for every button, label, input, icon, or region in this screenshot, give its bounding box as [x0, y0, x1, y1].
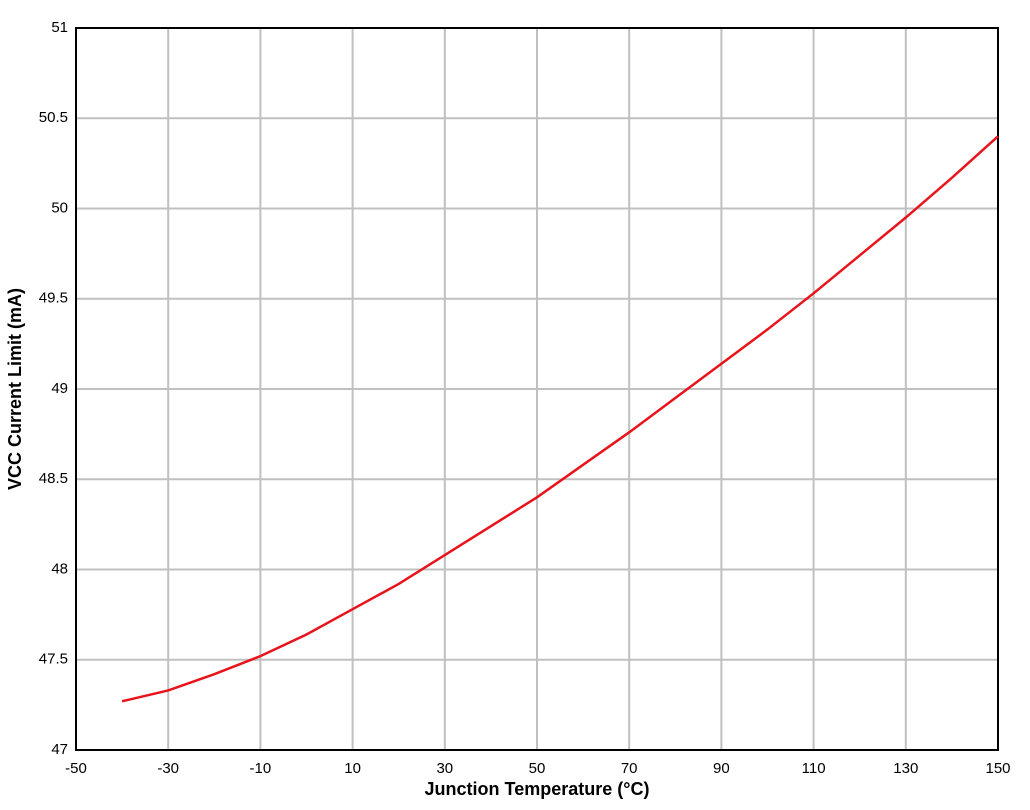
y-tick-label: 47.5: [39, 651, 68, 668]
y-tick-label: 50: [51, 199, 68, 216]
x-tick-label: 50: [529, 760, 546, 777]
x-tick-label: -50: [65, 760, 87, 777]
x-tick-label: 10: [344, 760, 361, 777]
y-axis-label: VCC Current Limit (mA): [5, 288, 25, 490]
x-tick-label: 130: [893, 760, 918, 777]
x-tick-label: 30: [436, 760, 453, 777]
y-tick-label: 47: [51, 741, 68, 758]
y-tick-label: 49.5: [39, 290, 68, 307]
x-tick-label: -30: [157, 760, 179, 777]
x-tick-label: 90: [713, 760, 730, 777]
y-tick-label: 50.5: [39, 109, 68, 126]
y-tick-label: 51: [51, 19, 68, 36]
data-line: [121, 135, 999, 703]
x-tick-label: 110: [802, 760, 826, 777]
x-axis-label: Junction Temperature (°C): [425, 779, 650, 799]
y-tick-label: 49: [51, 380, 68, 397]
y-tick-label: 48: [51, 560, 68, 577]
x-tick-label: 150: [985, 760, 1010, 777]
plot-border: [75, 27, 999, 751]
x-tick-label: 70: [621, 760, 638, 777]
y-tick-label: 48.5: [39, 470, 68, 487]
x-tick-label: -10: [250, 760, 272, 777]
